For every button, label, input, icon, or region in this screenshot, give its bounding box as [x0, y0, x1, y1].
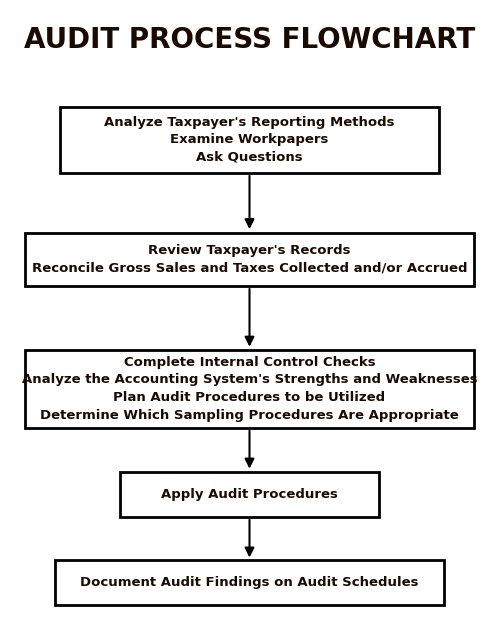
Text: Review Taxpayer's Records
Reconcile Gross Sales and Taxes Collected and/or Accru: Review Taxpayer's Records Reconcile Gros…: [32, 244, 467, 275]
FancyBboxPatch shape: [120, 472, 379, 517]
Text: Apply Audit Procedures: Apply Audit Procedures: [161, 488, 338, 501]
FancyBboxPatch shape: [25, 350, 474, 428]
FancyBboxPatch shape: [55, 560, 444, 605]
Text: Analyze Taxpayer's Reporting Methods
Examine Workpapers
Ask Questions: Analyze Taxpayer's Reporting Methods Exa…: [104, 116, 395, 164]
Text: Document Audit Findings on Audit Schedules: Document Audit Findings on Audit Schedul…: [80, 577, 419, 589]
Text: Complete Internal Control Checks
Analyze the Accounting System's Strengths and W: Complete Internal Control Checks Analyze…: [21, 356, 478, 422]
FancyBboxPatch shape: [25, 233, 474, 286]
Text: AUDIT PROCESS FLOWCHART: AUDIT PROCESS FLOWCHART: [24, 26, 475, 55]
FancyBboxPatch shape: [60, 107, 439, 172]
